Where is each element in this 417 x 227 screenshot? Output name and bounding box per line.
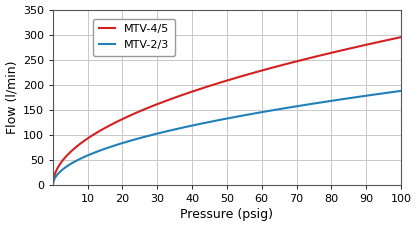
Line: MTV-2/3: MTV-2/3 — [53, 91, 401, 185]
MTV-4/5 — [86, 137, 91, 139]
X-axis label: Pressure (psig): Pressure (psig) — [181, 208, 274, 222]
MTV-4/5 — [398, 36, 403, 39]
MTV-2/3 — [328, 100, 333, 102]
MTV-2/3 — [289, 106, 294, 109]
MTV-4/5 — [322, 53, 327, 56]
Line: MTV-4/5: MTV-4/5 — [53, 37, 401, 185]
MTV-4/5 — [50, 184, 55, 187]
Y-axis label: Flow (l/min): Flow (l/min) — [5, 61, 18, 134]
MTV-4/5 — [328, 52, 333, 54]
MTV-4/5 — [191, 90, 196, 92]
MTV-2/3 — [322, 101, 327, 103]
MTV-2/3 — [50, 184, 55, 187]
MTV-2/3 — [203, 121, 208, 124]
MTV-4/5 — [203, 86, 208, 88]
MTV-2/3 — [191, 124, 196, 127]
MTV-2/3 — [86, 154, 91, 156]
MTV-2/3 — [398, 89, 403, 92]
Legend: MTV-4/5, MTV-2/3: MTV-4/5, MTV-2/3 — [93, 19, 175, 56]
MTV-4/5 — [289, 61, 294, 64]
